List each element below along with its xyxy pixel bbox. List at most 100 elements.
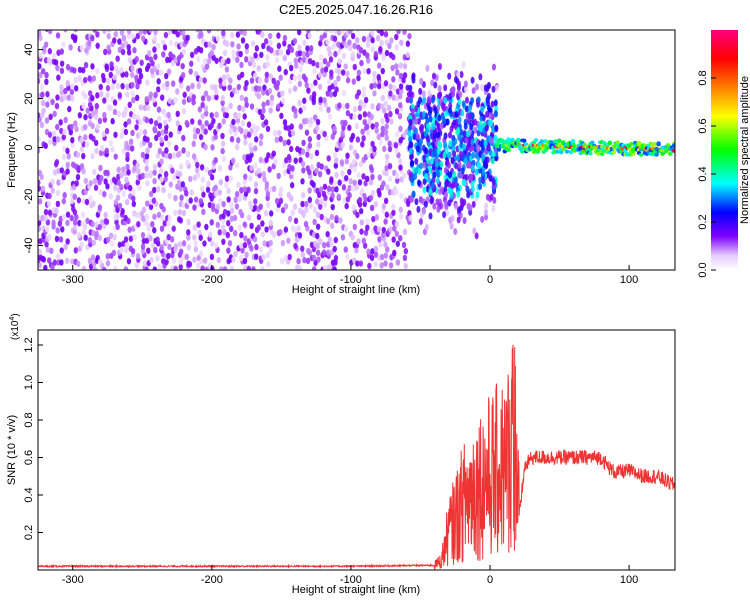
heatmap-cell (430, 79, 435, 87)
heatmap-cell (287, 253, 292, 261)
heatmap-cell (394, 220, 399, 228)
heatmap-cell (79, 241, 84, 248)
heatmap-cell (186, 85, 191, 92)
heatmap-cell (236, 181, 241, 189)
heatmap-cell (298, 107, 303, 114)
heatmap-cell (286, 153, 292, 161)
heatmap-cell (152, 46, 157, 53)
heatmap-cell (123, 266, 129, 270)
heatmap-cell (115, 55, 120, 62)
heatmap-cell (90, 220, 95, 228)
heatmap-cell (409, 176, 414, 184)
heatmap-cell (218, 77, 223, 84)
heatmap-cell (287, 215, 293, 223)
heatmap-cell (144, 96, 149, 103)
heatmap-cell (196, 82, 201, 90)
heatmap-cell (302, 97, 307, 104)
heatmap-cell (152, 65, 157, 72)
heatmap-cell (105, 92, 110, 99)
heatmap-cell (224, 175, 230, 182)
heatmap-cell (62, 94, 68, 101)
heatmap-cell (357, 113, 363, 121)
heatmap-cell (91, 135, 96, 142)
heatmap-cell (333, 30, 338, 35)
heatmap-cell (313, 114, 318, 121)
heatmap-cell (256, 213, 262, 221)
heatmap-cell (326, 241, 331, 248)
heatmap-cell (341, 103, 347, 110)
heatmap-cell (243, 96, 249, 104)
heatmap-cell (465, 185, 470, 193)
heatmap-cell (359, 187, 365, 195)
heatmap-cell (87, 101, 93, 108)
heatmap-cell (130, 247, 136, 255)
heatmap-cell (373, 201, 379, 208)
heatmap-cell (463, 122, 468, 130)
heatmap-cell (159, 202, 164, 210)
heatmap-cell (65, 219, 70, 227)
heatmap-cell (229, 215, 235, 222)
heatmap-cell (180, 181, 186, 188)
heatmap-cell (198, 133, 204, 141)
heatmap-cell (226, 57, 231, 65)
heatmap-cell (289, 46, 295, 54)
heatmap-cell (314, 149, 320, 157)
heatmap-cell (220, 106, 226, 113)
heatmap-cell (68, 128, 74, 136)
heatmap-cell (397, 113, 403, 120)
heatmap-cell (315, 211, 321, 219)
heatmap-cell (55, 200, 61, 208)
heatmap-cell (293, 112, 298, 119)
heatmap-cell (306, 87, 311, 94)
heatmap-cell (402, 63, 408, 70)
heatmap-cell (408, 214, 413, 222)
heatmap-cell (166, 111, 171, 119)
heatmap-cell (399, 192, 404, 200)
heatmap-cell (489, 137, 494, 145)
heatmap-cell (140, 231, 146, 239)
heatmap-cell (73, 120, 78, 127)
heatmap-cell (220, 99, 225, 107)
heatmap-cell (537, 146, 543, 151)
heatmap-cell (360, 128, 365, 135)
heatmap-cell (311, 265, 317, 270)
heatmap-cell (152, 163, 158, 171)
heatmap-cell (126, 30, 132, 35)
heatmap-cell (203, 90, 209, 97)
heatmap-cell (90, 122, 95, 130)
heatmap-cell (126, 49, 132, 56)
heatmap-cell (203, 57, 208, 65)
heatmap-cell (493, 99, 498, 107)
heatmap-cell (165, 80, 170, 88)
heatmap-cell (453, 228, 458, 236)
heatmap-cell (408, 118, 413, 126)
heatmap-cell (260, 31, 265, 38)
heatmap-cell (167, 140, 172, 147)
heatmap-cell (361, 237, 367, 245)
heatmap-cell (64, 257, 70, 264)
heatmap-cell (316, 133, 321, 141)
heatmap-cell (520, 149, 525, 154)
heatmap-cell (221, 30, 226, 37)
heatmap-cell (113, 131, 118, 138)
heatmap-cell (239, 254, 244, 262)
heatmap-cell (374, 121, 379, 129)
heatmap-cell (292, 203, 298, 211)
heatmap-cell (153, 246, 158, 254)
heatmap-cell (62, 128, 67, 136)
heatmap-cell (297, 80, 303, 88)
heatmap-cell (160, 214, 165, 222)
heatmap-cell (98, 164, 103, 172)
heatmap-cell (267, 87, 273, 95)
heatmap-cell (156, 106, 162, 113)
heatmap-cell (204, 120, 209, 127)
heatmap-cell (62, 192, 67, 199)
heatmap-cell (248, 175, 253, 182)
heatmap-cell (416, 100, 421, 108)
heatmap-cell (83, 61, 89, 69)
heatmap-cell (437, 85, 442, 93)
heatmap-cell (379, 262, 384, 269)
heatmap-cell (358, 160, 364, 168)
heatmap-cell (209, 112, 214, 119)
heatmap-cell (365, 175, 370, 182)
